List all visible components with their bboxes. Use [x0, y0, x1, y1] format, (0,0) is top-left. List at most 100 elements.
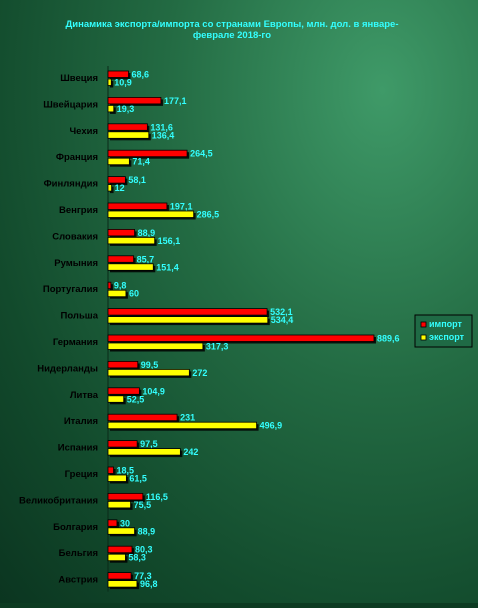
data-label: 88,9 [138, 526, 156, 536]
bar-import [107, 123, 148, 131]
data-label: 68,6 [132, 70, 150, 80]
data-label: 99,5 [141, 360, 159, 370]
bar-import [107, 202, 168, 210]
data-label: 96,8 [140, 579, 158, 589]
bar-import [107, 413, 178, 422]
data-label: 19,3 [117, 104, 135, 114]
bar-shadow [110, 284, 113, 291]
data-label: 272 [192, 368, 207, 378]
category-label: Венгрия [59, 205, 98, 216]
legend-label-export: экспорт [429, 332, 465, 342]
data-label: 197,1 [170, 202, 193, 212]
category-label: Литва [70, 390, 99, 401]
bar-import [107, 387, 140, 395]
category-label: Швеция [60, 73, 98, 84]
data-label: 9,8 [114, 281, 127, 291]
bar-export [107, 580, 138, 588]
category-label: Португалия [43, 284, 98, 295]
category-label: Чехия [70, 126, 99, 137]
bar-import [107, 519, 118, 527]
category-label: Швейцария [43, 99, 98, 110]
legend-swatch-import [420, 321, 427, 328]
data-label: 104,9 [142, 386, 165, 396]
bar-export [107, 210, 195, 218]
bar-import [107, 466, 114, 474]
data-label: 58,3 [128, 553, 146, 563]
data-label: 18,5 [117, 466, 135, 476]
data-label: 286,5 [197, 210, 220, 220]
data-label: 12 [115, 183, 125, 193]
category-label: Великобритания [19, 495, 98, 506]
bar-export [107, 500, 131, 509]
bar-export [107, 289, 127, 298]
data-label: 58,1 [128, 175, 146, 185]
data-label: 242 [183, 447, 198, 457]
category-label: Германия [53, 337, 98, 348]
data-label: 52,5 [127, 394, 145, 404]
data-label: 75,5 [134, 500, 152, 510]
legend-box [414, 314, 473, 348]
bar-export [107, 395, 125, 403]
data-label: 71,4 [132, 157, 150, 167]
category-label: Греция [65, 469, 98, 480]
data-label: 889,6 [377, 334, 400, 344]
bar-export [107, 421, 257, 430]
category-label: Словакия [52, 231, 98, 242]
category-label: Польша [61, 311, 99, 322]
bar-import [107, 360, 139, 369]
data-label: 156,1 [158, 236, 181, 246]
bars-group: Швеция 68,610,9 Швейцария 177,1 19,3 Чехия 131… [19, 66, 400, 592]
data-label: 88,9 [138, 228, 156, 238]
bar-export [107, 78, 112, 86]
data-label: 10,9 [114, 78, 132, 88]
category-label: Бельгия [59, 548, 98, 559]
category-label: Австрия [58, 575, 98, 586]
bar-import [107, 572, 132, 580]
bar-export [107, 448, 181, 456]
legend-label-import: импорт [429, 319, 463, 329]
data-label: 151,4 [156, 262, 179, 272]
bar-export [107, 553, 126, 562]
legend-swatch-export [420, 334, 427, 341]
bar-export [107, 263, 154, 271]
bar-import [107, 281, 112, 290]
bar-import [107, 308, 268, 316]
bar-export [107, 157, 130, 166]
bar-export [107, 368, 190, 377]
bar-export [107, 184, 112, 192]
bar-export [107, 105, 115, 113]
category-label: Финляндия [44, 179, 98, 190]
category-label: Нидерланды [37, 363, 98, 374]
bar-import [107, 334, 375, 342]
data-label: 97,5 [140, 439, 158, 449]
data-label: 534,4 [271, 315, 294, 325]
data-label: 30 [120, 518, 130, 528]
category-label: Болгария [53, 522, 98, 533]
data-label: 231 [180, 413, 195, 423]
data-label: 264,5 [190, 149, 213, 159]
bar-import [107, 255, 135, 263]
bar-import [107, 545, 133, 554]
bar-export [107, 527, 135, 535]
data-label: 80,3 [135, 545, 153, 555]
category-label: Франция [56, 152, 98, 163]
bar-export [107, 131, 150, 139]
data-label: 317,3 [206, 342, 229, 352]
data-label: 131,6 [150, 122, 173, 132]
bar-import [107, 97, 162, 105]
bar-import [107, 492, 144, 501]
data-label: 116,5 [146, 492, 168, 502]
bar-export [107, 316, 269, 324]
chart-title-line1: Динамика экспорта/импорта со странами Ев… [66, 19, 399, 30]
bar-import [107, 70, 129, 78]
data-label: 85,7 [137, 254, 155, 264]
bar-export [107, 342, 204, 350]
bar-import [107, 440, 138, 448]
data-label: 61,5 [129, 474, 147, 484]
data-label: 496,9 [260, 421, 283, 431]
bar-import [107, 149, 188, 158]
legend: импорт экспорт [414, 314, 473, 348]
bar-import [107, 176, 126, 184]
